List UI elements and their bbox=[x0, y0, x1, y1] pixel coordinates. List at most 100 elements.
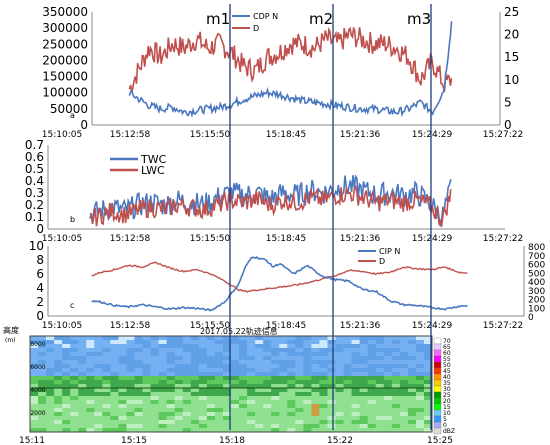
heatmap-cell bbox=[343, 384, 352, 389]
heatmap-cell bbox=[303, 368, 312, 373]
heatmap-cell bbox=[335, 404, 344, 409]
heatmap-cell bbox=[311, 428, 320, 433]
heatmap-cell bbox=[351, 380, 360, 385]
heatmap-cell bbox=[222, 368, 232, 373]
heatmap-cell bbox=[70, 428, 79, 433]
heatmap-cell bbox=[319, 340, 328, 345]
heatmap-cell bbox=[351, 356, 360, 361]
heatmap-cell bbox=[311, 412, 320, 417]
heatmap-cell bbox=[231, 372, 240, 377]
heatmap-cell bbox=[367, 376, 377, 381]
heatmap-cell bbox=[222, 412, 232, 417]
heatmap-cell bbox=[62, 344, 71, 349]
heatmap-cell bbox=[94, 420, 103, 425]
heatmap-cell bbox=[94, 384, 103, 389]
heatmap-cell bbox=[110, 392, 119, 397]
heatmap-cell bbox=[271, 412, 280, 417]
heatmap-cell bbox=[54, 428, 63, 433]
heatmap-cell bbox=[255, 380, 264, 385]
heatmap-cell bbox=[62, 388, 71, 393]
heatmap-cell bbox=[247, 392, 256, 397]
heatmap-cell bbox=[182, 336, 192, 341]
heatmap-cell bbox=[222, 348, 232, 353]
y-tick-label: 0 bbox=[528, 313, 534, 323]
heatmap-cell bbox=[247, 428, 256, 433]
heatmap-cell bbox=[30, 380, 39, 385]
heatmap-cell bbox=[78, 384, 87, 389]
heatmap-cell bbox=[54, 364, 63, 369]
heatmap-cell bbox=[190, 352, 200, 357]
heatmap-cell bbox=[174, 400, 184, 405]
heatmap-cell bbox=[311, 368, 320, 373]
heatmap-cell bbox=[391, 420, 401, 425]
heatmap-cell bbox=[78, 352, 87, 357]
heatmap-cell bbox=[319, 352, 328, 357]
heatmap-cell bbox=[247, 352, 256, 357]
heatmap-cell bbox=[423, 352, 433, 357]
heatmap-cell bbox=[263, 388, 272, 393]
heatmap-cell bbox=[126, 336, 135, 341]
heatmap-cell bbox=[126, 344, 135, 349]
heatmap-cell bbox=[142, 368, 151, 373]
heatmap-cell bbox=[222, 420, 232, 425]
panel-c-series bbox=[91, 256, 468, 312]
heatmap-cell bbox=[231, 360, 240, 365]
heatmap-cell bbox=[102, 416, 111, 421]
y-tick-label: 200 bbox=[528, 296, 545, 306]
heatmap-cell bbox=[30, 376, 39, 381]
heatmap-cell bbox=[391, 404, 401, 409]
heatmap-cell bbox=[102, 360, 111, 365]
heatmap-cell bbox=[206, 396, 216, 401]
radar-heatmap bbox=[30, 336, 433, 433]
heatmap-cell bbox=[118, 404, 127, 409]
heatmap-cell bbox=[423, 396, 433, 401]
heatmap-cell bbox=[263, 424, 272, 429]
heatmap-cell bbox=[351, 372, 360, 377]
colorbar-swatch bbox=[433, 361, 442, 369]
heatmap-cell bbox=[239, 400, 248, 405]
heatmap-cell bbox=[295, 408, 304, 413]
heatmap-cell bbox=[46, 396, 55, 401]
heatmap-cell bbox=[206, 424, 216, 429]
heatmap-cell bbox=[118, 360, 127, 365]
heatmap-title: 2017.05.22轨迹信息 bbox=[200, 326, 278, 336]
heatmap-cell bbox=[327, 372, 336, 377]
panel-b-y-left-ticks: 00.10.20.30.40.50.60.7 bbox=[25, 138, 44, 236]
heatmap-cell bbox=[367, 372, 377, 377]
heatmap-cell bbox=[62, 404, 71, 409]
heatmap-cell bbox=[158, 416, 167, 421]
heatmap-cell bbox=[271, 420, 280, 425]
heatmap-cell bbox=[174, 404, 184, 409]
heatmap-cell bbox=[407, 336, 417, 341]
heatmap-cell bbox=[327, 380, 336, 385]
heatmap-cell bbox=[94, 376, 103, 381]
heatmap-cell bbox=[46, 336, 55, 341]
heatmap-cell bbox=[198, 380, 208, 385]
heatmap-cell bbox=[327, 356, 336, 361]
heatmap-cell bbox=[407, 404, 417, 409]
heatmap-cell bbox=[30, 340, 39, 345]
heatmap-cell bbox=[247, 380, 256, 385]
heatmap-cell bbox=[142, 400, 151, 405]
heatmap-cell bbox=[54, 404, 63, 409]
heatmap-cell bbox=[46, 408, 55, 413]
heatmap-cell bbox=[391, 416, 401, 421]
heatmap-cell bbox=[407, 356, 417, 361]
heatmap-cell bbox=[335, 376, 344, 381]
heatmap-cell bbox=[134, 340, 143, 345]
heatmap-cell bbox=[359, 340, 368, 345]
heatmap-cell bbox=[407, 392, 417, 397]
heatmap-cell bbox=[158, 352, 167, 357]
heatmap-cell bbox=[391, 376, 401, 381]
heatmap-cell bbox=[375, 424, 385, 429]
heatmap-cell bbox=[287, 372, 296, 377]
heatmap-cell bbox=[206, 412, 216, 417]
heatmap-cell bbox=[94, 344, 103, 349]
heatmap-cell bbox=[118, 384, 127, 389]
heatmap-cell bbox=[198, 336, 208, 341]
heatmap-cell bbox=[182, 352, 192, 357]
heatmap-cell bbox=[110, 356, 119, 361]
heatmap-cell bbox=[46, 376, 55, 381]
heatmap-cell bbox=[94, 408, 103, 413]
